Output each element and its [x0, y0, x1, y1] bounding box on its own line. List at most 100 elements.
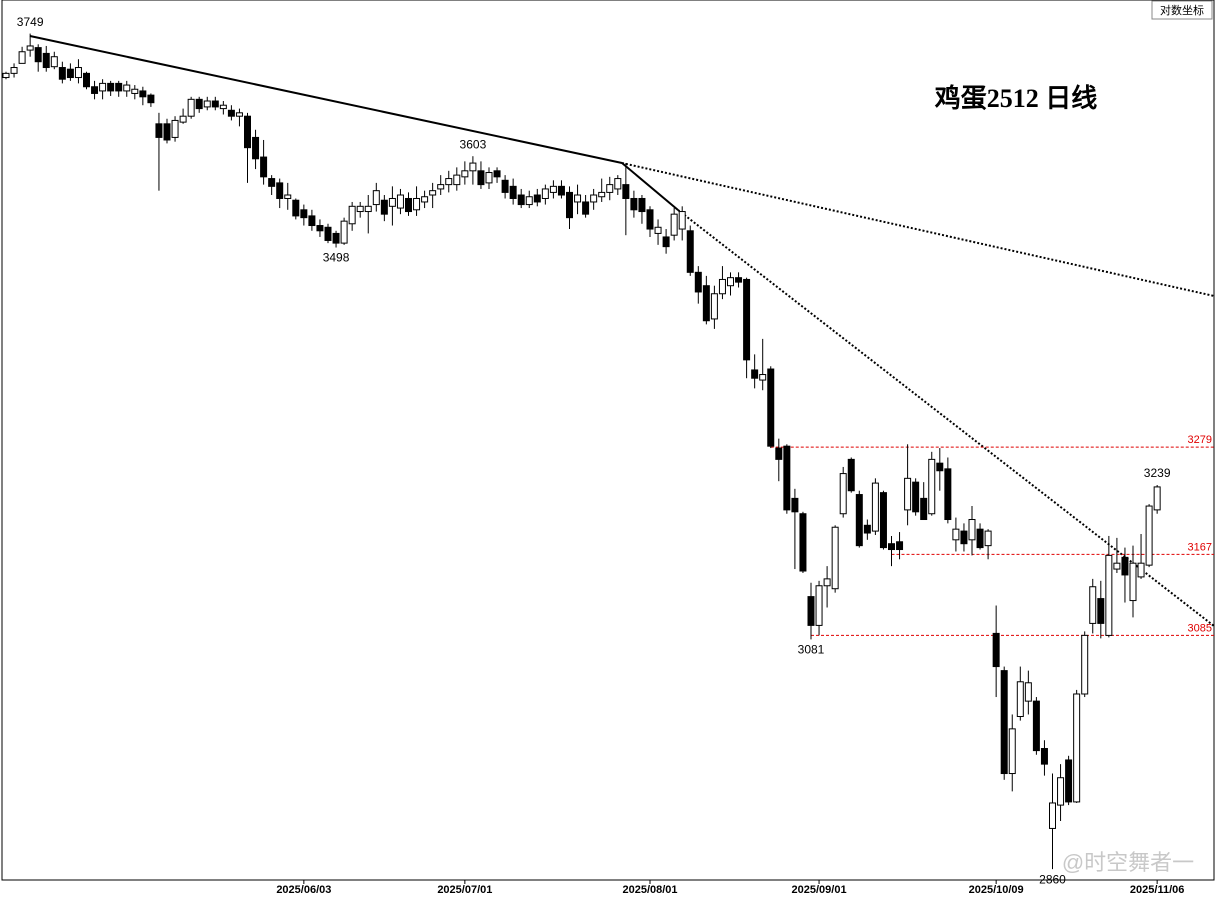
candle-body [58, 67, 66, 80]
candle-body [1081, 634, 1089, 695]
candle-body [702, 285, 710, 322]
watermark: @时空舞者一 [1062, 850, 1194, 875]
candle-body [598, 191, 606, 198]
candle-body [1097, 598, 1105, 624]
candle-body [791, 497, 799, 513]
candle-body [847, 458, 855, 492]
candle-body [807, 596, 815, 626]
candle-body [678, 211, 686, 230]
level-label: 3279 [1188, 434, 1212, 446]
candle-body [1016, 681, 1024, 718]
candle-body [960, 530, 968, 545]
price-annotation: 2860 [1039, 872, 1066, 886]
candle-body [743, 278, 751, 361]
price-annotation: 3239 [1144, 466, 1171, 480]
candle-body [1153, 486, 1161, 511]
candle-body [276, 182, 284, 199]
candle-body [767, 368, 775, 447]
candle-body [50, 56, 58, 68]
plot-frame [1, 0, 1215, 881]
candle-body [630, 197, 638, 211]
candle-body [920, 497, 928, 521]
candle-body [300, 209, 308, 219]
candle-body [871, 482, 879, 532]
price-annotation: 3603 [460, 137, 487, 151]
trend-extension [621, 162, 1215, 297]
candle-body [670, 213, 678, 236]
candle-body [1089, 586, 1097, 624]
candle-body [340, 220, 348, 244]
candle-body [123, 84, 131, 92]
chart-title: 鸡蛋2512 日线 [934, 83, 1098, 113]
candle-body [461, 170, 469, 178]
candle-body [107, 82, 115, 92]
candle-body [952, 528, 960, 541]
candle-body [195, 98, 203, 110]
x-tick-label: 2025/11/06 [1130, 884, 1184, 896]
candle-body [348, 205, 356, 225]
candle-body [139, 90, 147, 98]
candle-body [171, 119, 179, 138]
candle-body [477, 170, 485, 186]
price-annotation: 3081 [798, 643, 825, 657]
candle-body [1024, 682, 1032, 702]
candle-body [235, 112, 243, 117]
candle-body [187, 98, 195, 117]
x-tick-label: 2025/08/01 [622, 884, 677, 896]
candle-body [211, 100, 219, 108]
candle-body [541, 188, 549, 199]
candle-body [26, 45, 34, 51]
candle-body [252, 136, 260, 160]
candle-body [292, 199, 300, 217]
candle-body [928, 458, 936, 515]
candle-body [622, 184, 630, 199]
candle-body [855, 494, 863, 547]
candle-body [42, 52, 50, 69]
candle-body [1105, 554, 1113, 636]
candle-body [944, 468, 952, 521]
trend-line [621, 162, 679, 211]
candle-body [718, 278, 726, 295]
candle-body [735, 277, 743, 283]
candle-body [260, 156, 268, 178]
candle-body [984, 530, 992, 547]
candle-body [332, 232, 340, 244]
candle-body [2, 72, 10, 79]
candle-body [1008, 728, 1016, 775]
candle-body [99, 82, 107, 92]
candle-body [18, 51, 26, 64]
candle-body [179, 115, 187, 123]
candle-body [566, 191, 573, 219]
scale-note-box [1151, 0, 1213, 20]
candle-body [976, 528, 984, 549]
candle-body [91, 86, 99, 94]
candle-body [115, 82, 123, 92]
candle-body [244, 115, 251, 149]
candle-body [517, 194, 525, 206]
candle-body [1145, 505, 1153, 566]
candle-body [904, 477, 912, 511]
price-annotation: 3498 [323, 251, 350, 265]
candle-body [968, 519, 976, 541]
candle-body [710, 293, 718, 320]
candle-body [268, 178, 276, 187]
candle-body [1137, 562, 1145, 578]
candle-body [324, 226, 332, 241]
level-label: 3085 [1188, 622, 1212, 634]
candle-body [219, 104, 227, 110]
candle-body [316, 225, 324, 232]
candle-body [775, 447, 783, 460]
candle-body [493, 170, 501, 178]
candle-body [10, 67, 18, 74]
candle-body [1065, 759, 1073, 803]
candle-body [396, 194, 404, 209]
candle-body [83, 72, 90, 88]
candle-body [1040, 748, 1048, 765]
candle-body [1121, 556, 1129, 576]
candle-body [308, 215, 316, 227]
candle-body [147, 94, 155, 104]
candle-body [759, 374, 767, 381]
candle-body [1073, 693, 1081, 803]
candle-body [380, 199, 388, 215]
